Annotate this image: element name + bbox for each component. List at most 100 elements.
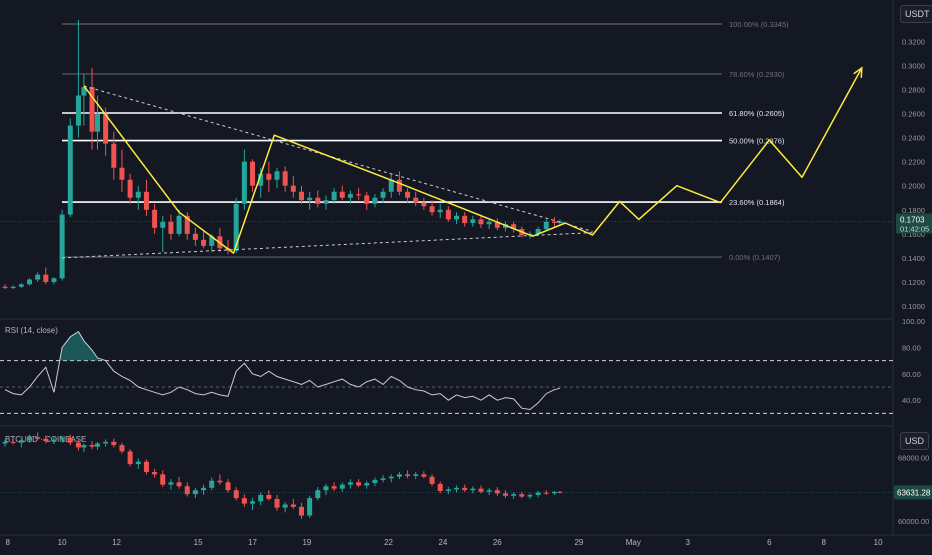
candle: [258, 173, 264, 186]
candle: [372, 197, 378, 204]
candle: [160, 474, 166, 485]
candle: [168, 482, 174, 485]
candle: [168, 221, 174, 234]
time-axis-tick: May: [626, 538, 641, 547]
candle: [135, 191, 141, 198]
candle: [339, 191, 345, 198]
candle: [494, 221, 500, 228]
candle: [347, 482, 353, 485]
candle: [250, 501, 256, 504]
fib-level-label: 78.60% (0.2930): [729, 70, 785, 79]
candle: [470, 488, 476, 491]
candle: [356, 194, 362, 196]
rsi-title: RSI (14, close): [5, 326, 58, 335]
rsi-tick: 40.00: [902, 396, 921, 405]
candle: [26, 279, 32, 285]
candle: [266, 494, 272, 499]
candle: [535, 492, 541, 495]
lower-trendline: [62, 232, 593, 259]
candle: [323, 486, 329, 491]
candle: [10, 441, 16, 443]
candle: [127, 179, 133, 198]
main-price-tick: 0.1800: [902, 206, 925, 215]
time-axis-tick: 17: [248, 538, 257, 547]
candle: [307, 197, 313, 201]
candle: [502, 493, 508, 496]
candle: [551, 491, 557, 494]
candle: [89, 445, 95, 447]
main-price-tick: 0.3000: [902, 62, 925, 71]
candle: [225, 482, 231, 491]
candle: [454, 487, 460, 490]
projection-path: [83, 67, 863, 254]
candle: [511, 494, 517, 496]
fib-level-label: 23.60% (0.1864): [729, 198, 785, 207]
candle: [535, 229, 541, 234]
candle: [143, 191, 149, 210]
currency-badge-btc[interactable]: USD: [900, 432, 930, 450]
candle: [543, 221, 549, 230]
candle: [396, 474, 402, 477]
candle: [10, 286, 16, 288]
main-price-tick: 0.1400: [902, 254, 925, 263]
fib-level-label: 100.00% (0.3345): [729, 20, 789, 29]
candle: [486, 490, 492, 492]
candle: [94, 443, 100, 447]
candle: [429, 206, 435, 213]
candle: [421, 474, 427, 477]
candle: [551, 221, 557, 224]
candle: [176, 482, 182, 487]
main-price-tick: 0.1200: [902, 278, 925, 287]
candle: [478, 488, 484, 492]
main-price-tick: 0.1000: [902, 302, 925, 311]
candle: [413, 474, 419, 476]
btc-price-tick: 68000.00: [898, 454, 929, 463]
currency-badge-main[interactable]: USDT: [900, 5, 932, 23]
candle: [103, 441, 109, 444]
candle: [89, 87, 95, 132]
candle: [111, 143, 117, 168]
candle: [405, 191, 411, 198]
candle: [388, 476, 394, 479]
candle: [282, 171, 288, 186]
candle: [470, 219, 476, 224]
time-axis-tick: 3: [685, 538, 690, 547]
candle: [372, 479, 378, 484]
candle: [43, 438, 49, 442]
candle: [323, 200, 329, 204]
main-price-tick: 0.2600: [902, 110, 925, 119]
candle: [2, 286, 8, 288]
btc-price-tick: 60000.00: [898, 517, 929, 526]
candle: [445, 489, 451, 492]
candle: [543, 492, 549, 494]
candle: [75, 442, 81, 448]
candle: [143, 461, 149, 472]
btc-price-tag: [894, 485, 932, 500]
time-axis-tick: 8: [5, 538, 10, 547]
fib-level-label: 50.00% (0.2376): [729, 137, 785, 146]
main-price-tick: 0.1600: [902, 230, 925, 239]
time-axis-tick: 15: [194, 538, 203, 547]
candle: [160, 221, 166, 228]
main-price-tick: 0.2800: [902, 86, 925, 95]
candle: [81, 445, 87, 448]
candle: [258, 494, 264, 502]
candle: [81, 87, 87, 96]
time-axis-tick: 26: [493, 538, 502, 547]
candle: [184, 215, 190, 234]
candle: [250, 161, 256, 186]
candle: [18, 284, 24, 287]
candle: [43, 274, 49, 282]
candle: [307, 498, 313, 516]
candle: [445, 209, 451, 220]
candle: [135, 461, 141, 465]
candle: [364, 195, 370, 204]
candle: [51, 439, 57, 442]
main-price-tick: 0.3200: [902, 37, 925, 46]
candle: [356, 482, 362, 486]
fib-level-label: 0.00% (0.1407): [729, 253, 781, 262]
candle: [233, 490, 239, 499]
candle: [364, 483, 370, 486]
